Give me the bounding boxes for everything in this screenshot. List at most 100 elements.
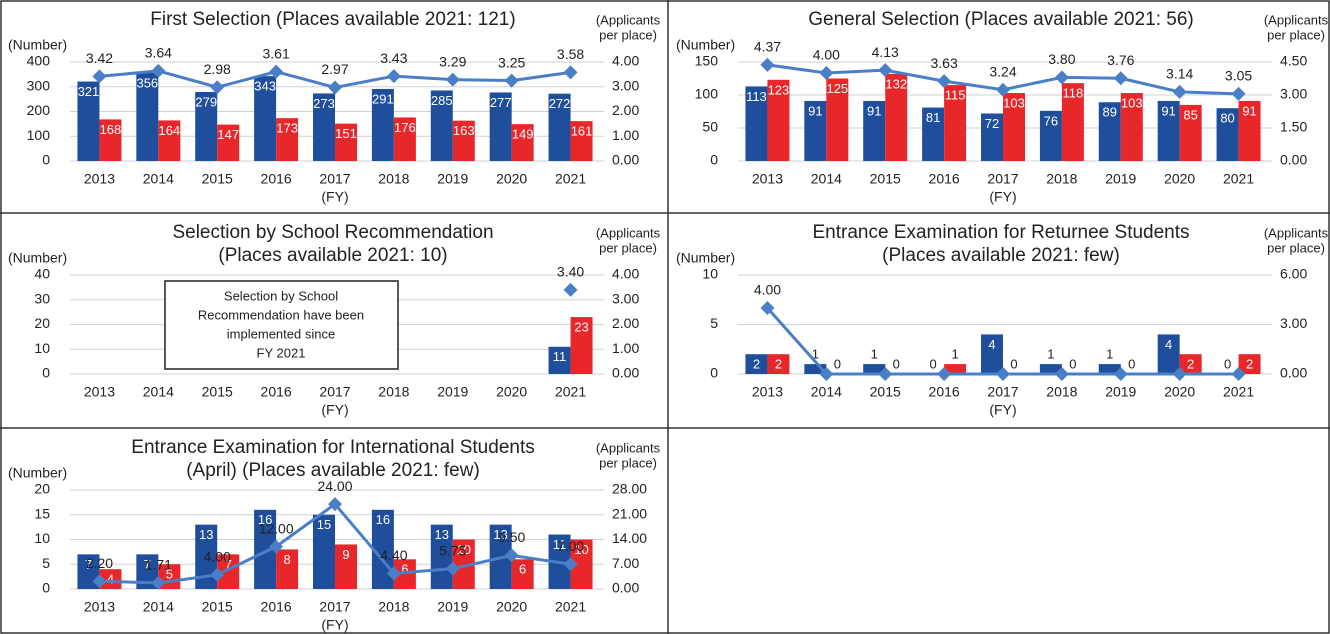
line-value-label: 4.37 [754, 39, 781, 55]
x-tick-label: 2019 [1105, 384, 1136, 400]
y2-tick-label: 21.00 [612, 505, 647, 521]
y2-tick-label: 1.50 [1280, 119, 1307, 135]
line-value-label: 3.76 [1107, 52, 1134, 68]
x-tick-label: 2019 [437, 599, 468, 615]
y2-axis-label: per place) [599, 240, 657, 255]
line-marker [819, 66, 834, 80]
bar [1120, 93, 1143, 161]
x-tick-label: 2020 [1164, 171, 1195, 187]
line-value-label: 4.00 [204, 549, 231, 565]
bar [217, 124, 240, 161]
bar [254, 76, 277, 161]
bar-value-label: 168 [100, 122, 122, 137]
bar-value-label: 125 [826, 81, 848, 96]
bar-value-label: 11 [553, 537, 567, 552]
line-marker [269, 539, 284, 554]
x-tick-label: 2014 [143, 384, 174, 400]
bar-value-label: 151 [335, 126, 357, 141]
bar [745, 86, 768, 161]
chart-title: Entrance Examination for Returnee Studen… [812, 222, 1189, 243]
x-tick-label: 2017 [987, 384, 1018, 400]
bar-value-label: 11 [553, 349, 567, 364]
bar [511, 124, 534, 161]
bar-value-label: 13 [493, 527, 507, 542]
y2-axis-label: (Applicants [1264, 12, 1329, 27]
bar-value-label: 6 [401, 562, 408, 577]
line-marker [210, 80, 225, 95]
bar-value-label: 273 [313, 96, 335, 111]
bar-value-label: 2 [753, 357, 760, 372]
line-value-label: 3.05 [1225, 68, 1252, 84]
line-marker [996, 367, 1010, 381]
bar [570, 539, 593, 589]
bar [548, 346, 571, 374]
bar [452, 539, 475, 589]
line-value-label: 4.00 [813, 47, 840, 63]
x-tick-label: 2018 [378, 599, 409, 615]
bar [548, 93, 571, 161]
x-tick-label: 2016 [261, 599, 292, 615]
bar [393, 559, 416, 589]
y-tick-label: 100 [695, 86, 719, 102]
bar-value-label: 115 [945, 88, 966, 103]
bar-value-label: 149 [512, 127, 534, 142]
bar [195, 524, 218, 589]
x-tick-label: 2013 [752, 384, 783, 400]
y-tick-label: 20 [34, 315, 50, 331]
bar-value-label: 291 [372, 91, 394, 106]
line-value-label: 4.00 [754, 282, 781, 298]
bar [826, 78, 849, 161]
line-value-label: 3.42 [86, 50, 113, 66]
line-marker [386, 566, 401, 581]
y-tick-label: 0 [42, 580, 50, 596]
bar [1061, 83, 1084, 161]
y2-tick-label: 0.00 [1280, 152, 1307, 168]
x-tick-label: 2015 [870, 171, 901, 187]
bar [863, 364, 886, 374]
bar [371, 88, 394, 161]
y-tick-label: 0 [42, 152, 50, 168]
x-tick-label: 2017 [319, 384, 350, 400]
bar-value-label: 1 [1106, 347, 1113, 362]
line-marker [269, 64, 284, 79]
bar [430, 90, 453, 161]
bar [1216, 108, 1239, 161]
x-tick-label: 2021 [555, 599, 586, 615]
y-tick-label: 400 [27, 53, 51, 69]
line-value-label: 3.29 [439, 53, 466, 69]
line-marker [504, 73, 519, 88]
line-value-label: 3.63 [930, 55, 957, 71]
x-axis-label: (FY) [321, 617, 348, 633]
y2-tick-label: 28.00 [612, 481, 647, 497]
bar-value-label: 173 [276, 121, 298, 136]
y2-tick-label: 1.00 [612, 340, 639, 356]
x-tick-label: 2019 [437, 384, 468, 400]
y2-axis-label: per place) [1267, 240, 1325, 255]
line-value-label: 3.80 [1048, 51, 1075, 67]
y2-tick-label: 6.00 [1280, 266, 1307, 282]
bar-value-label: 1 [1047, 347, 1054, 362]
y2-tick-label: 4.50 [1280, 53, 1307, 69]
x-tick-label: 2015 [870, 384, 901, 400]
line-value-label: 7.00 [557, 538, 584, 554]
bar [1098, 364, 1121, 374]
bar [570, 317, 593, 374]
line-marker [445, 561, 460, 576]
line-value-label: 3.24 [989, 63, 1016, 79]
line-marker [1231, 86, 1246, 101]
annotation: Recommendation have been [198, 307, 364, 322]
bar [276, 549, 299, 589]
line-marker [1113, 71, 1128, 86]
line-marker [937, 367, 952, 381]
bar-value-label: 91 [1242, 103, 1256, 118]
bar-value-label: 163 [453, 123, 475, 138]
bar-value-label: 356 [136, 75, 158, 90]
line-marker [1231, 367, 1246, 381]
annotation: implemented since [227, 326, 335, 341]
bar-value-label: 16 [258, 512, 272, 527]
y2-tick-label: 4.00 [612, 53, 639, 69]
bar-value-label: 91 [808, 103, 822, 118]
bar-value-label: 277 [490, 95, 512, 110]
line-value-label: 12.00 [259, 520, 294, 536]
